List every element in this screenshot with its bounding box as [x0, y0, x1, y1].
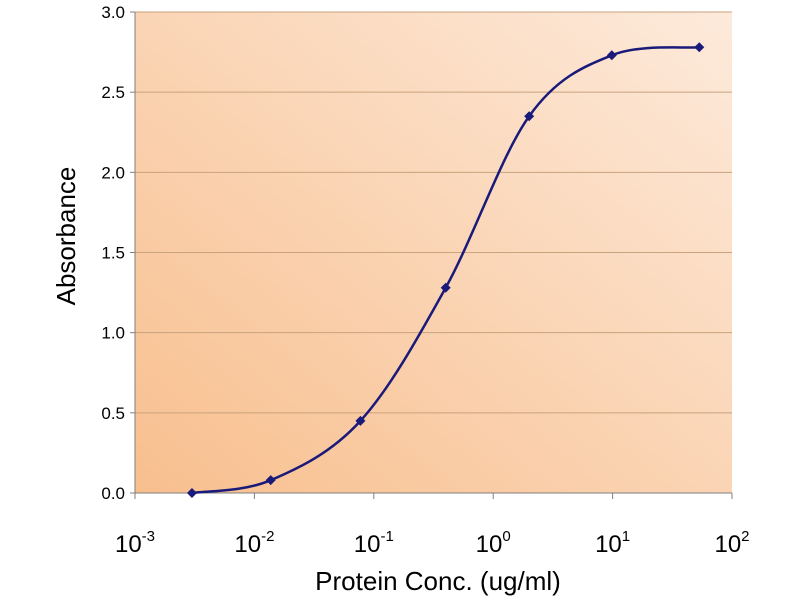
data-series: [186, 42, 705, 498]
y-tick-label: 1.5: [101, 244, 125, 263]
x-tick-label: 10-3: [115, 528, 155, 558]
y-tick-label: 3.0: [101, 3, 125, 22]
x-axis-title: Protein Conc. (ug/ml): [315, 566, 561, 596]
y-tick-label: 2.0: [101, 163, 125, 182]
data-point-marker: [440, 282, 451, 293]
data-point-marker: [186, 488, 197, 498]
y-tick-label: 0.0: [101, 484, 125, 503]
data-point-marker: [524, 111, 535, 122]
gridlines: [135, 11, 732, 414]
data-point-marker: [694, 42, 705, 53]
data-point-marker: [606, 50, 617, 61]
x-tick-label: 102: [714, 528, 749, 558]
x-tick-label: 100: [476, 528, 511, 558]
x-tick-label: 10-1: [354, 528, 394, 558]
y-tick-labels: 0.0 0.5 1.0 1.5 2.0 2.5 3.0: [101, 3, 135, 503]
y-tick-label: 2.5: [101, 83, 125, 102]
x-tick-label: 10-2: [234, 528, 274, 558]
y-tick-label: 0.5: [101, 404, 125, 423]
y-axis-title: Absorbance: [51, 167, 81, 306]
data-point-marker: [355, 415, 366, 426]
x-tick-label: 101: [595, 528, 630, 558]
y-tick-label: 1.0: [101, 324, 125, 343]
x-tick-labels: 10-3 10-2 10-1 100 101 102: [115, 493, 750, 558]
data-point-marker: [265, 475, 276, 486]
